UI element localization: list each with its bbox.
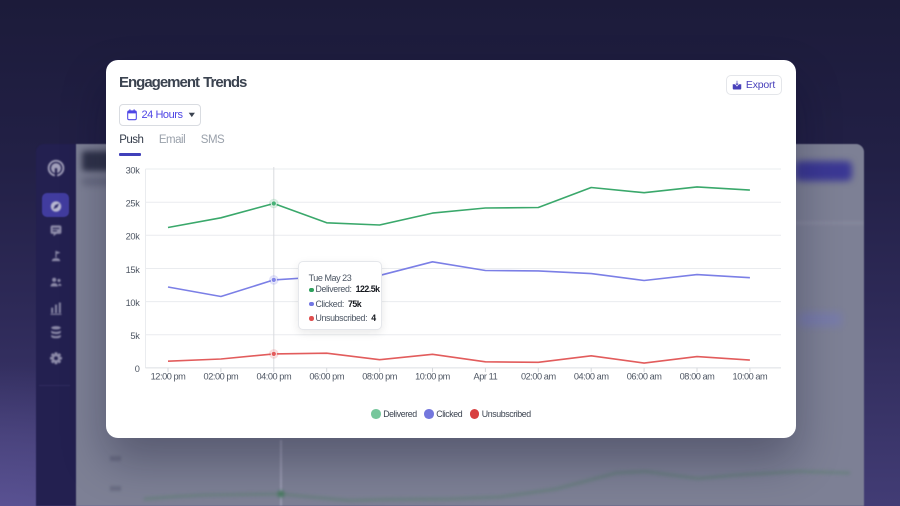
svg-text:15k: 15k	[126, 265, 141, 275]
svg-text:08:00 am: 08:00 am	[680, 372, 716, 382]
svg-text:04:00 pm: 04:00 pm	[256, 372, 292, 382]
svg-text:25k: 25k	[126, 199, 141, 209]
svg-text:10k: 10k	[126, 298, 141, 308]
svg-text:Apr 11: Apr 11	[474, 372, 498, 382]
svg-text:08:00 pm: 08:00 pm	[362, 372, 398, 382]
svg-text:10:00 pm: 10:00 pm	[415, 372, 451, 382]
svg-text:5k: 5k	[130, 331, 140, 341]
svg-text:30k: 30k	[126, 165, 141, 175]
svg-text:04:00 am: 04:00 am	[574, 372, 610, 382]
svg-text:06:00 am: 06:00 am	[627, 372, 663, 382]
svg-text:0: 0	[135, 364, 140, 374]
svg-text:02:00 am: 02:00 am	[521, 372, 557, 382]
svg-text:12:00 pm: 12:00 pm	[151, 372, 187, 382]
svg-text:10:00 am: 10:00 am	[733, 372, 769, 382]
svg-text:06:00 pm: 06:00 pm	[309, 372, 345, 382]
svg-text:20k: 20k	[126, 232, 141, 242]
svg-text:02:00 pm: 02:00 pm	[204, 372, 240, 382]
